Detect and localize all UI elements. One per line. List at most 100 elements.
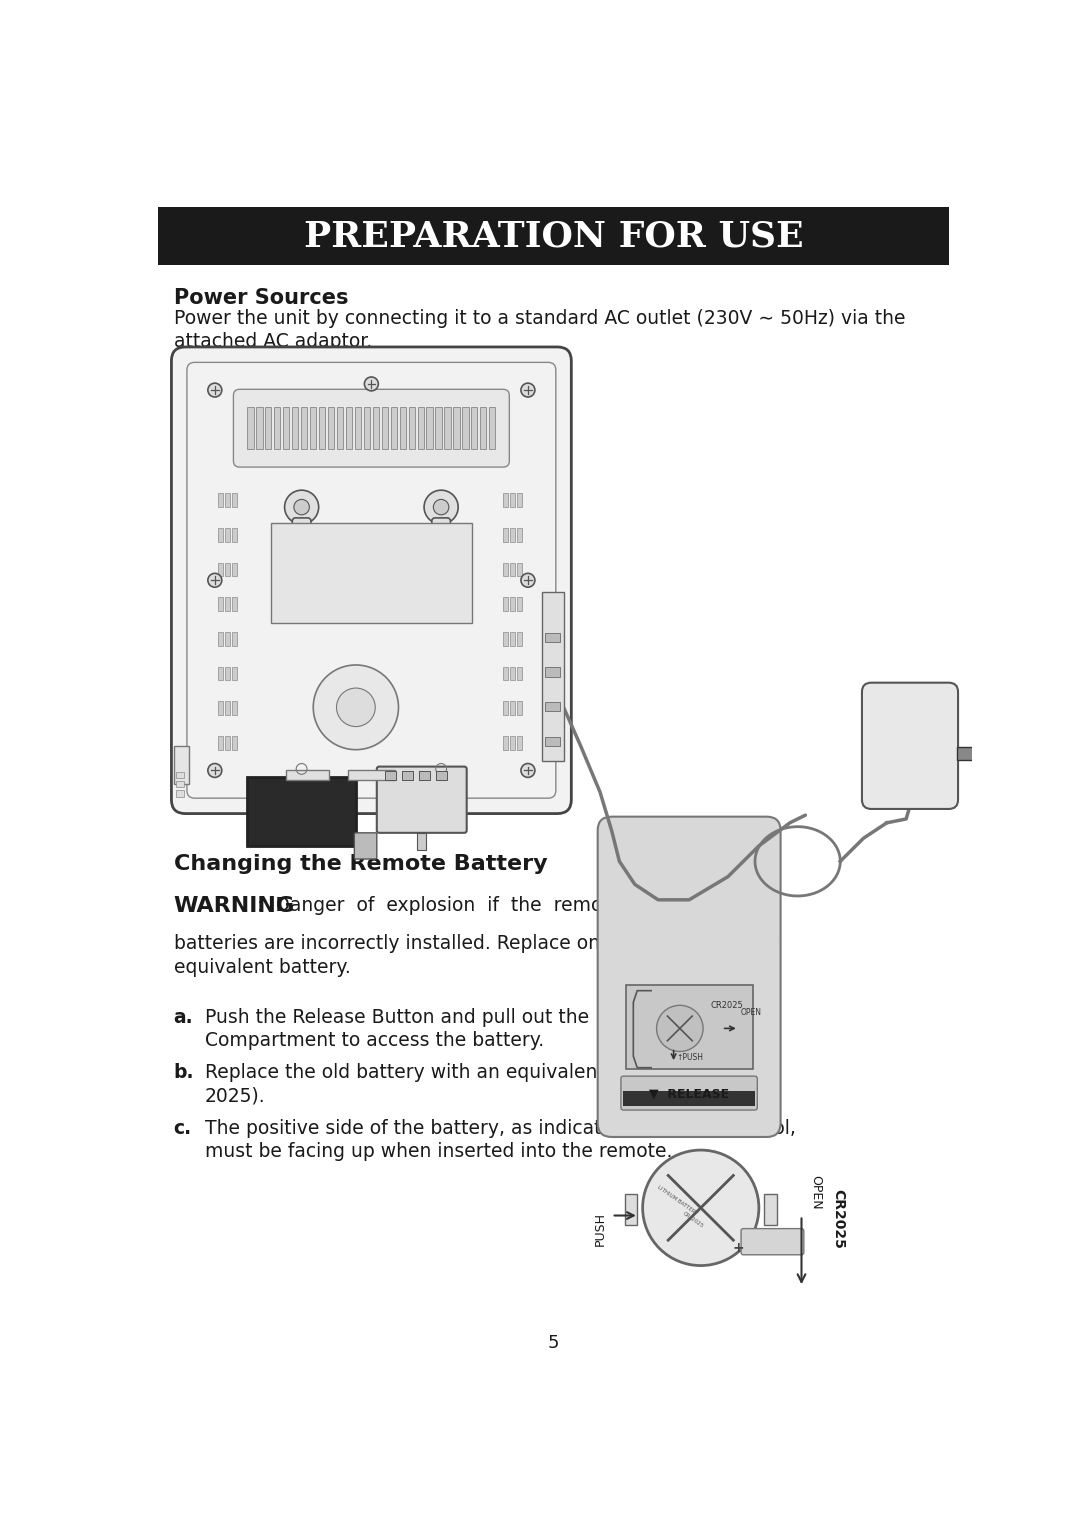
Text: Power Sources: Power Sources <box>174 288 348 308</box>
Bar <box>400 407 406 450</box>
Text: Changing the Remote Battery: Changing the Remote Battery <box>174 854 548 874</box>
Bar <box>176 781 184 787</box>
Bar <box>503 736 508 750</box>
Text: equivalent battery.: equivalent battery. <box>174 957 351 977</box>
Text: Power the unit by connecting it to a standard AC outlet (230V ∼ 50Hz) via the: Power the unit by connecting it to a sta… <box>174 309 905 328</box>
Bar <box>765 1194 777 1225</box>
Text: Replace the old battery with an equivalent new battery (CR: Replace the old battery with an equivale… <box>205 1063 764 1082</box>
Bar <box>218 528 222 542</box>
Circle shape <box>643 1150 759 1266</box>
Bar <box>545 701 561 712</box>
Bar <box>283 407 289 450</box>
Circle shape <box>364 377 378 390</box>
Text: Push the Release Button and pull out the Battery: Push the Release Button and pull out the… <box>205 1007 664 1027</box>
Bar <box>346 407 352 450</box>
Text: 2025).: 2025). <box>205 1085 266 1105</box>
Bar <box>271 522 472 623</box>
Bar <box>471 407 477 450</box>
Text: Compartment to access the battery.: Compartment to access the battery. <box>205 1030 544 1050</box>
Bar <box>301 407 308 450</box>
Text: :  Danger  of  explosion  if  the  remote  control’s: : Danger of explosion if the remote cont… <box>257 896 714 916</box>
Bar <box>381 407 388 450</box>
Text: CR_2025: CR_2025 <box>681 1209 704 1229</box>
Text: 5: 5 <box>548 1334 559 1352</box>
Bar <box>159 207 948 265</box>
Bar <box>225 632 230 646</box>
Bar <box>517 528 522 542</box>
Bar <box>218 562 222 576</box>
Bar <box>218 701 222 715</box>
Bar <box>286 770 328 781</box>
Bar <box>403 772 414 781</box>
Bar <box>232 666 237 680</box>
Bar <box>225 528 230 542</box>
Text: CR2025: CR2025 <box>711 1001 743 1010</box>
Bar <box>503 632 508 646</box>
Text: b.: b. <box>174 1063 194 1082</box>
Bar <box>176 772 184 778</box>
FancyBboxPatch shape <box>862 683 958 808</box>
Bar <box>503 597 508 611</box>
Bar <box>417 833 427 850</box>
FancyBboxPatch shape <box>354 833 377 859</box>
Bar <box>225 597 230 611</box>
Bar <box>454 407 460 450</box>
FancyBboxPatch shape <box>233 389 510 467</box>
Circle shape <box>521 573 535 588</box>
Bar <box>418 407 423 450</box>
Circle shape <box>207 764 221 778</box>
FancyBboxPatch shape <box>621 1076 757 1110</box>
Bar <box>517 632 522 646</box>
Bar <box>419 772 430 781</box>
Text: CR2025: CR2025 <box>832 1190 846 1249</box>
Bar <box>1034 707 1056 723</box>
Bar <box>957 747 987 759</box>
FancyBboxPatch shape <box>377 767 467 833</box>
Bar <box>274 407 281 450</box>
Bar <box>481 407 486 450</box>
FancyBboxPatch shape <box>1007 619 1080 778</box>
Bar <box>444 407 450 450</box>
FancyBboxPatch shape <box>172 348 571 813</box>
Bar <box>510 632 515 646</box>
Bar <box>517 562 522 576</box>
Bar <box>542 592 564 761</box>
Bar <box>510 528 515 542</box>
Bar <box>623 1090 755 1107</box>
Bar <box>232 562 237 576</box>
Text: must be facing up when inserted into the remote.: must be facing up when inserted into the… <box>205 1142 672 1160</box>
Circle shape <box>521 383 535 397</box>
Bar <box>510 701 515 715</box>
Bar <box>373 407 379 450</box>
Text: LITHIUM BATTERY: LITHIUM BATTERY <box>657 1185 699 1216</box>
Bar <box>218 597 222 611</box>
Bar <box>225 493 230 507</box>
Text: The positive side of the battery, as indicated by a plus symbol,: The positive side of the battery, as ind… <box>205 1119 796 1138</box>
Bar <box>232 736 237 750</box>
Bar <box>517 666 522 680</box>
Bar <box>218 632 222 646</box>
Bar <box>218 666 222 680</box>
Bar <box>174 746 189 784</box>
Text: ↑PUSH: ↑PUSH <box>676 1052 703 1061</box>
Bar <box>517 701 522 715</box>
Bar <box>225 701 230 715</box>
Bar <box>355 407 361 450</box>
Bar <box>503 493 508 507</box>
Bar <box>435 407 442 450</box>
Circle shape <box>207 383 221 397</box>
Bar <box>510 597 515 611</box>
Bar <box>310 407 316 450</box>
Bar <box>462 407 469 450</box>
Bar <box>225 666 230 680</box>
Bar <box>517 493 522 507</box>
Bar <box>364 407 370 450</box>
Bar <box>247 776 356 847</box>
Bar <box>232 632 237 646</box>
Text: c.: c. <box>174 1119 192 1138</box>
Bar <box>510 666 515 680</box>
Text: PREPARATION FOR USE: PREPARATION FOR USE <box>303 219 804 253</box>
Bar <box>510 736 515 750</box>
Bar <box>176 790 184 796</box>
Bar <box>545 632 561 641</box>
